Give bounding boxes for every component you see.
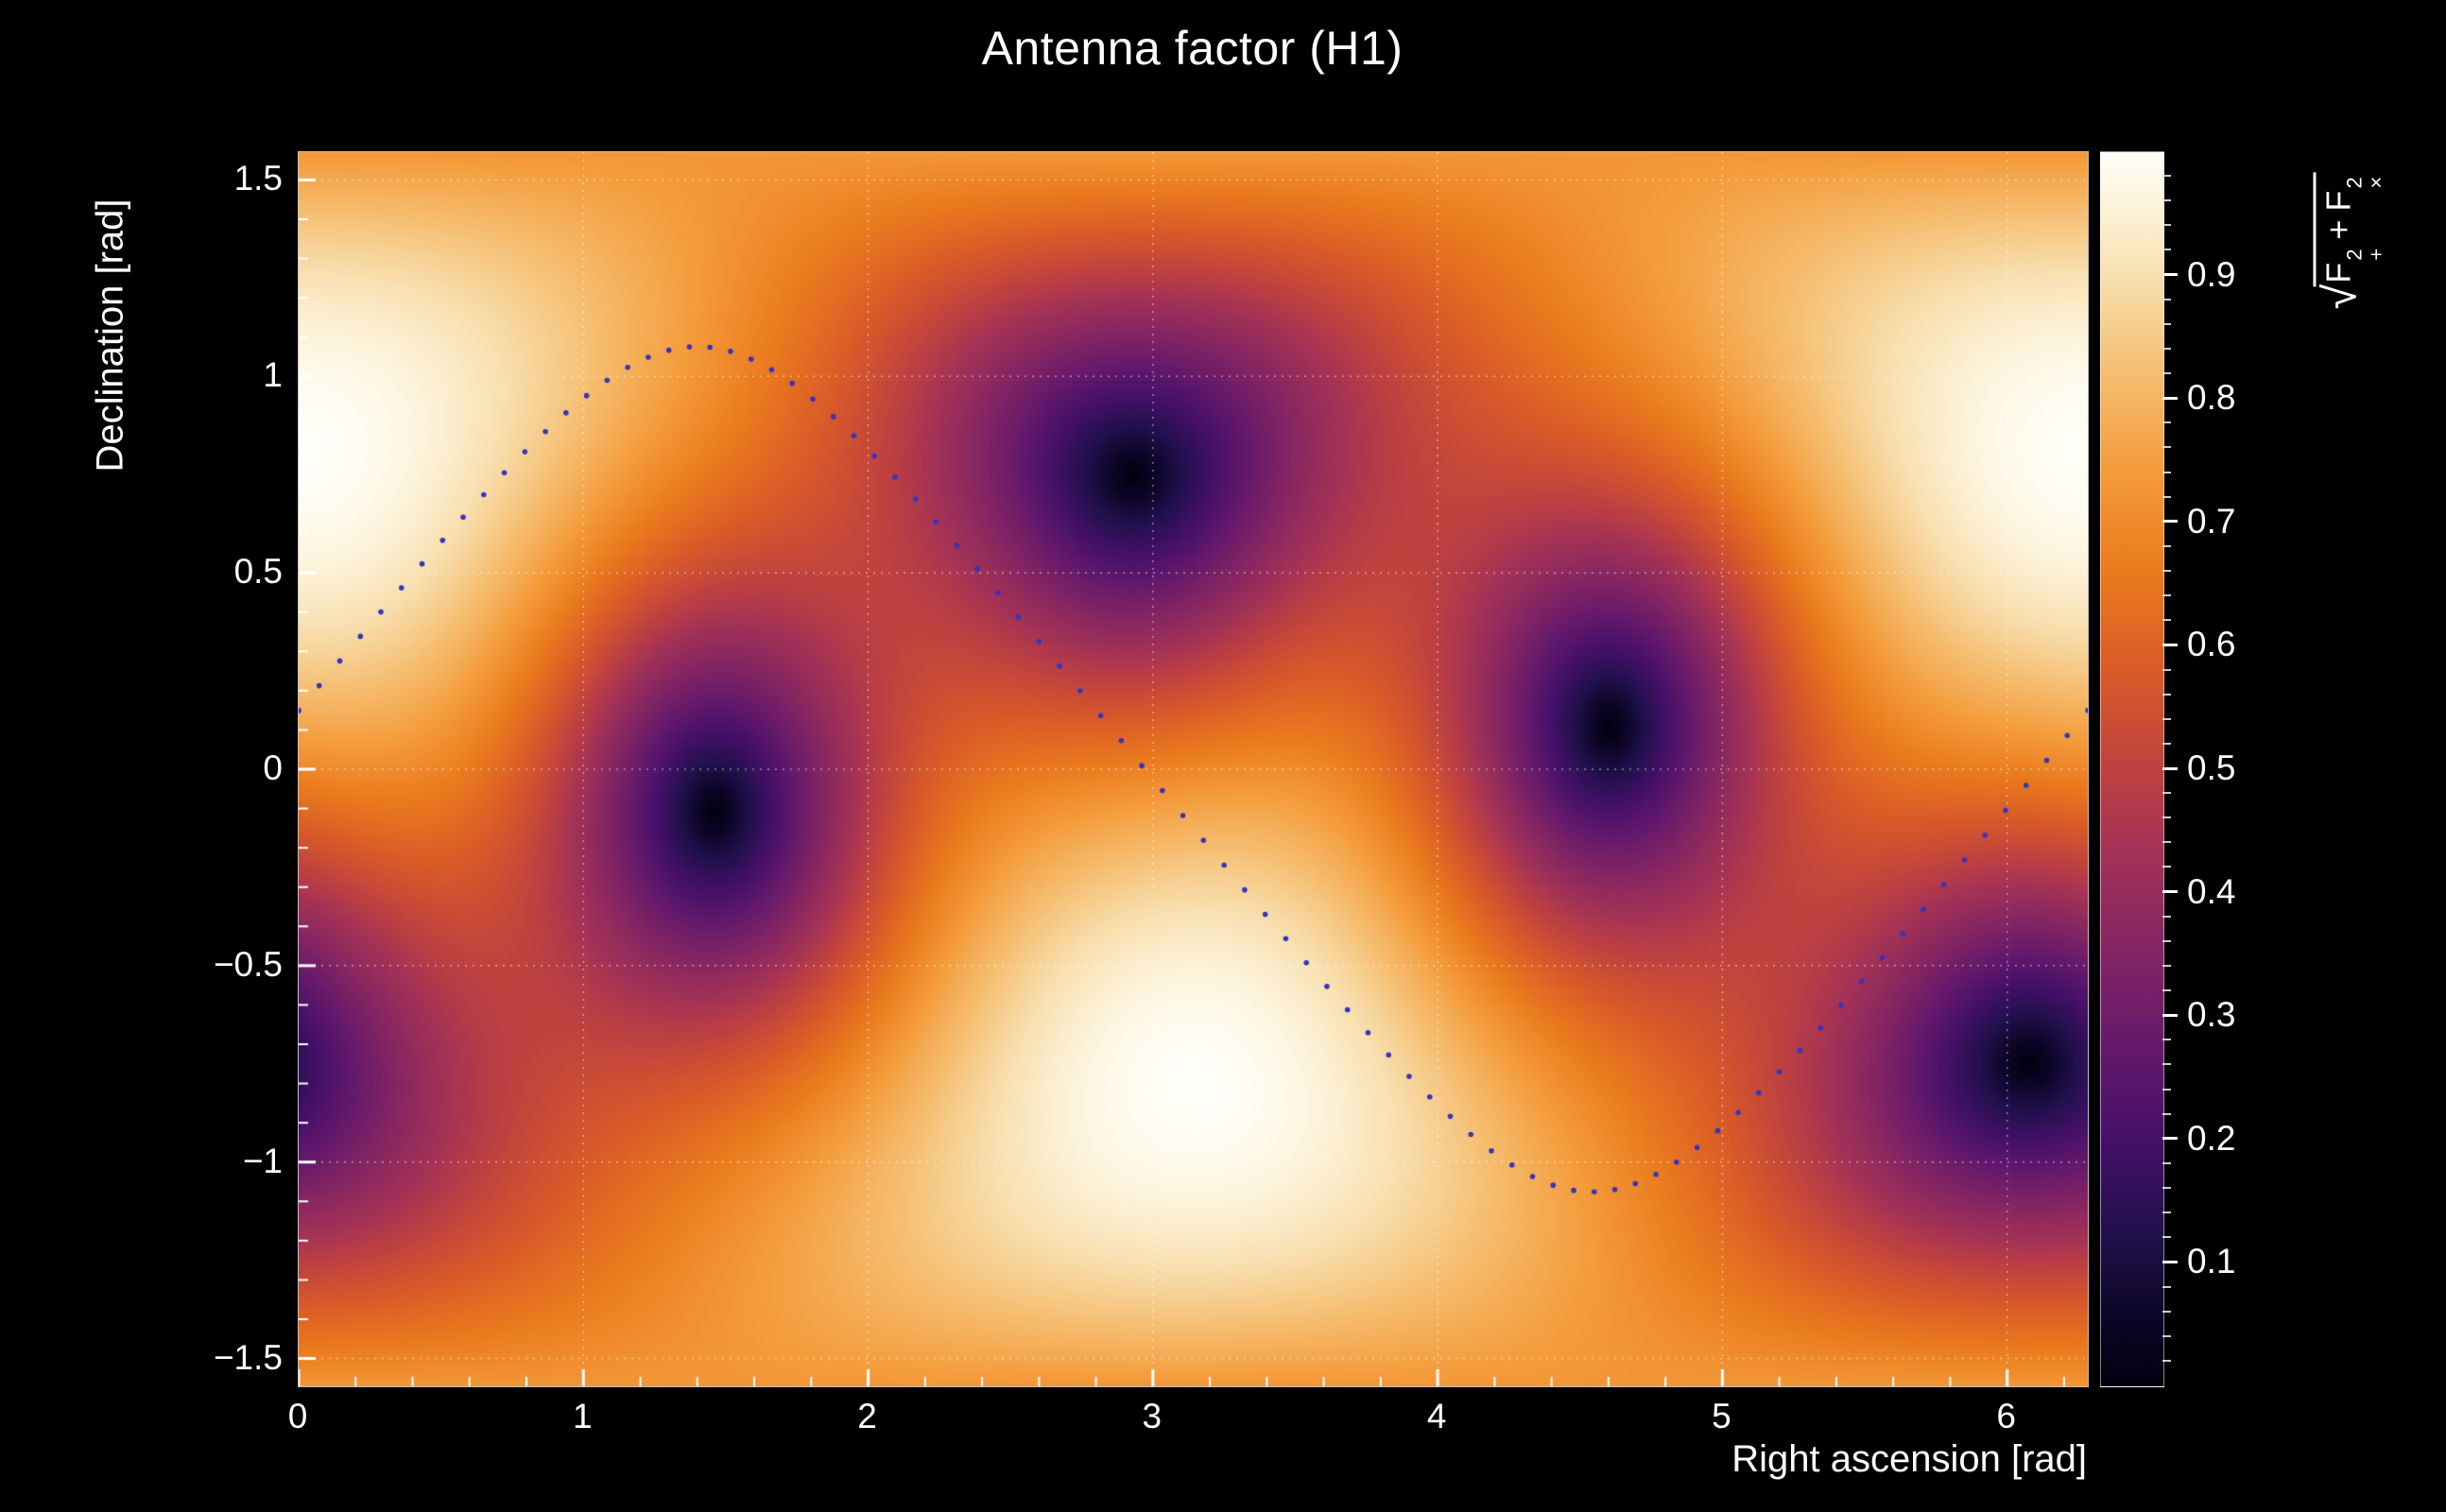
y-tick-label: 1 (263, 355, 283, 395)
colorbar-major-tick (2162, 1013, 2178, 1017)
colorbar-minor-tick (2162, 594, 2171, 597)
colorbar-minor-tick (2162, 742, 2171, 745)
colorbar-tick-label: 0.9 (2187, 254, 2236, 294)
x-tick-label: 3 (1142, 1397, 1163, 1435)
colorbar-minor-tick (2162, 668, 2171, 671)
colorbar-major-tick (2162, 766, 2178, 770)
term2-sup: 2 (2342, 177, 2367, 189)
colorbar-minor-tick (2162, 446, 2171, 449)
x-tick-label: 6 (1996, 1397, 2016, 1435)
grid-ticks-track-overlay (299, 152, 2088, 1386)
colorbar-major-tick (2162, 396, 2178, 400)
colorbar-minor-tick (2162, 570, 2171, 573)
colorbar-minor-tick (2162, 915, 2171, 918)
term2-sub: × (2364, 176, 2388, 189)
colorbar-minor-tick (2162, 989, 2171, 992)
colorbar-minor-tick (2162, 841, 2171, 844)
colorbar-major-tick (2162, 520, 2178, 524)
colorbar-tick-label: 0.3 (2187, 995, 2236, 1035)
colorbar-tick-label: 0.6 (2187, 625, 2236, 664)
plus-operator: + (2318, 219, 2358, 240)
colorbar-minor-tick (2162, 495, 2171, 498)
y-tick-label: −1 (242, 1141, 283, 1180)
colorbar-minor-tick (2162, 1310, 2171, 1313)
colorbar-major-tick (2162, 1260, 2178, 1263)
y-axis-title: Declination [rad] (89, 198, 131, 472)
term1-sup: 2 (2342, 249, 2367, 261)
colorbar-minor-tick (2162, 1039, 2171, 1041)
y-tick-label: −0.5 (213, 944, 283, 984)
colorbar-major-tick (2162, 890, 2178, 894)
term1-sub: + (2364, 248, 2388, 261)
colorbar-minor-tick (2162, 1112, 2171, 1115)
colorbar-minor-tick (2162, 199, 2171, 202)
colorbar-axis-title: √F 2 + +F 2 × (2313, 172, 2387, 310)
colorbar-minor-tick (2162, 249, 2171, 251)
colorbar-minor-tick (2162, 1088, 2171, 1091)
plot-area (298, 151, 2089, 1387)
colorbar-minor-tick (2162, 1211, 2171, 1214)
colorbar-minor-tick (2162, 347, 2171, 350)
radicand: F 2 + +F 2 × (2313, 172, 2387, 287)
term2-base: F (2318, 190, 2358, 212)
colorbar-minor-tick (2162, 792, 2171, 795)
colorbar-minor-tick (2162, 471, 2171, 473)
colorbar-minor-tick (2162, 175, 2171, 178)
x-tick-label: 1 (572, 1397, 593, 1435)
colorbar-minor-tick (2162, 866, 2171, 868)
x-tick-label: 2 (857, 1397, 877, 1435)
colorbar-minor-tick (2162, 322, 2171, 325)
colorbar-minor-tick (2162, 1187, 2171, 1190)
colorbar-minor-tick (2162, 544, 2171, 547)
y-tick-label: 0.5 (233, 552, 283, 592)
colorbar-minor-tick (2162, 1161, 2171, 1164)
term1-base: F (2318, 262, 2358, 284)
sqrt-symbol: √ (2315, 284, 2367, 310)
colorbar-minor-tick (2162, 939, 2171, 942)
chart-title: Antenna factor (H1) (981, 22, 1404, 75)
colorbar-tick-label: 0.2 (2187, 1118, 2236, 1158)
colorbar-minor-tick (2162, 421, 2171, 424)
colorbar-minor-tick (2162, 224, 2171, 227)
colorbar-gradient (2100, 151, 2164, 1387)
colorbar-major-tick (2162, 1137, 2178, 1141)
colorbar-minor-tick (2162, 372, 2171, 375)
colorbar-minor-tick (2162, 816, 2171, 819)
colorbar-minor-tick (2162, 693, 2171, 696)
colorbar-tick-label: 0.8 (2187, 378, 2236, 418)
colorbar-tick-label: 0.7 (2187, 501, 2236, 541)
colorbar-minor-tick (2162, 1236, 2171, 1239)
colorbar-minor-tick (2162, 1359, 2171, 1362)
colorbar-tick-label: 0.5 (2187, 748, 2236, 787)
y-tick-label: 1.5 (233, 159, 283, 198)
colorbar-major-tick (2162, 643, 2178, 646)
colorbar-minor-tick (2162, 717, 2171, 720)
x-axis-title: Right ascension [rad] (1731, 1438, 2087, 1480)
x-tick-label: 0 (287, 1397, 308, 1435)
colorbar-minor-tick (2162, 1334, 2171, 1337)
x-tick-label: 4 (1426, 1397, 1447, 1435)
term1-scripts: 2 + (2342, 248, 2388, 261)
colorbar-tick-label: 0.1 (2187, 1242, 2236, 1281)
y-tick-label: −1.5 (213, 1337, 283, 1377)
colorbar-minor-tick (2162, 1285, 2171, 1288)
colorbar-tick-label: 0.4 (2187, 871, 2236, 911)
colorbar-minor-tick (2162, 1063, 2171, 1066)
colorbar-minor-tick (2162, 619, 2171, 622)
term2-scripts: 2 × (2342, 176, 2388, 189)
y-tick-label: 0 (263, 748, 283, 787)
colorbar-minor-tick (2162, 298, 2171, 301)
colorbar-major-tick (2162, 273, 2178, 277)
x-tick-label: 5 (1712, 1397, 1731, 1435)
colorbar-minor-tick (2162, 964, 2171, 967)
